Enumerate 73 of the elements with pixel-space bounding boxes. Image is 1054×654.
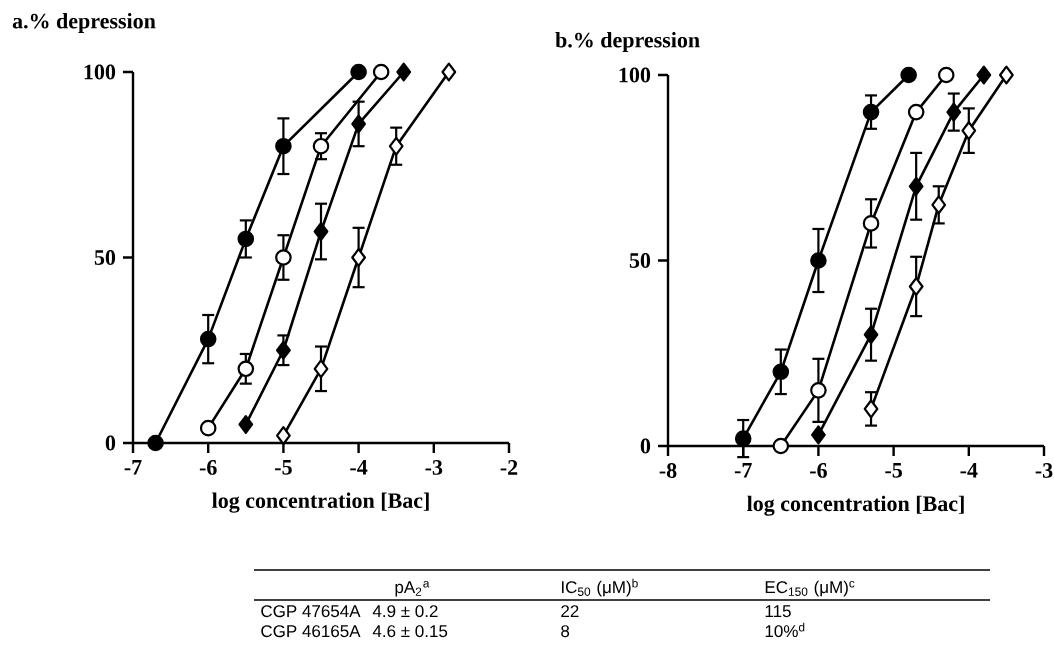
point bbox=[275, 137, 292, 155]
point bbox=[238, 414, 254, 434]
point bbox=[351, 248, 366, 267]
text: 4.6 ± 0.15 bbox=[372, 625, 448, 638]
text: CGP 46165A bbox=[261, 625, 361, 638]
y-axis-title: a.% depression bbox=[12, 13, 156, 33]
point bbox=[900, 66, 917, 84]
point bbox=[863, 325, 879, 345]
point bbox=[372, 63, 390, 81]
y-tick-label: 100 bbox=[619, 67, 651, 83]
text: CGP 47654A bbox=[261, 605, 361, 618]
text: 4.9 ± 0.2 bbox=[372, 605, 438, 618]
point bbox=[276, 340, 291, 360]
x-tick-label: -7 bbox=[734, 463, 752, 478]
text: 22 bbox=[561, 605, 579, 617]
x-axis-title: log concentration [Bac] bbox=[212, 492, 429, 513]
y-tick-label: 100 bbox=[84, 64, 116, 80]
text: IC$_{50}$ (μM)$^{b}$ bbox=[561, 578, 638, 597]
x-tick-label: -6 bbox=[810, 463, 827, 478]
y-tick-label: 50 bbox=[94, 250, 116, 265]
x-tick-label: -4 bbox=[960, 463, 978, 478]
y-tick-label: 50 bbox=[629, 253, 651, 268]
point bbox=[396, 62, 412, 82]
x-tick-label: -6 bbox=[199, 460, 217, 475]
point bbox=[351, 114, 366, 134]
point bbox=[862, 103, 880, 121]
y-tick-label: 0 bbox=[105, 435, 116, 451]
text: 8 bbox=[561, 625, 570, 638]
x-tick-label: -2 bbox=[500, 460, 518, 475]
point bbox=[388, 136, 404, 156]
point bbox=[908, 276, 924, 296]
point bbox=[772, 437, 790, 455]
point bbox=[908, 176, 924, 196]
y-tick-label: 0 bbox=[640, 438, 651, 454]
x-tick-label: -7 bbox=[124, 460, 142, 475]
point bbox=[199, 330, 217, 348]
point bbox=[275, 249, 292, 266]
x-tick-label: -8 bbox=[659, 463, 677, 478]
point bbox=[441, 62, 457, 82]
x-tick-label: -3 bbox=[425, 460, 443, 475]
point bbox=[907, 103, 925, 121]
point bbox=[810, 382, 827, 399]
point bbox=[810, 252, 827, 269]
point bbox=[811, 425, 826, 445]
point bbox=[313, 222, 329, 242]
point bbox=[961, 121, 977, 141]
point bbox=[350, 63, 367, 81]
x-tick-label: -5 bbox=[885, 463, 902, 478]
point bbox=[772, 363, 790, 381]
text: EC$_{150}$ (μM)$^{c}$ bbox=[765, 580, 855, 597]
point bbox=[863, 399, 879, 419]
point bbox=[199, 419, 217, 437]
point bbox=[931, 195, 947, 215]
y-axis-title: b.% depression bbox=[555, 32, 700, 52]
point bbox=[734, 430, 752, 447]
x-tick-label: -3 bbox=[1035, 463, 1053, 478]
x-axis-title: log concentration [Bac] bbox=[747, 495, 964, 516]
x-tick-label: -5 bbox=[275, 460, 292, 475]
text: 10%$^{d}$ bbox=[765, 622, 805, 638]
text: pA$_{2}$a bbox=[395, 580, 430, 597]
point bbox=[999, 65, 1014, 85]
point bbox=[976, 65, 992, 85]
point bbox=[147, 434, 164, 452]
point bbox=[312, 137, 330, 155]
point bbox=[237, 230, 255, 248]
point bbox=[276, 426, 291, 446]
point bbox=[313, 359, 329, 379]
point bbox=[946, 102, 962, 122]
point bbox=[937, 66, 955, 84]
text: 115 bbox=[765, 605, 791, 618]
point bbox=[237, 360, 255, 378]
x-tick-label: -4 bbox=[350, 460, 368, 475]
point bbox=[862, 215, 880, 232]
